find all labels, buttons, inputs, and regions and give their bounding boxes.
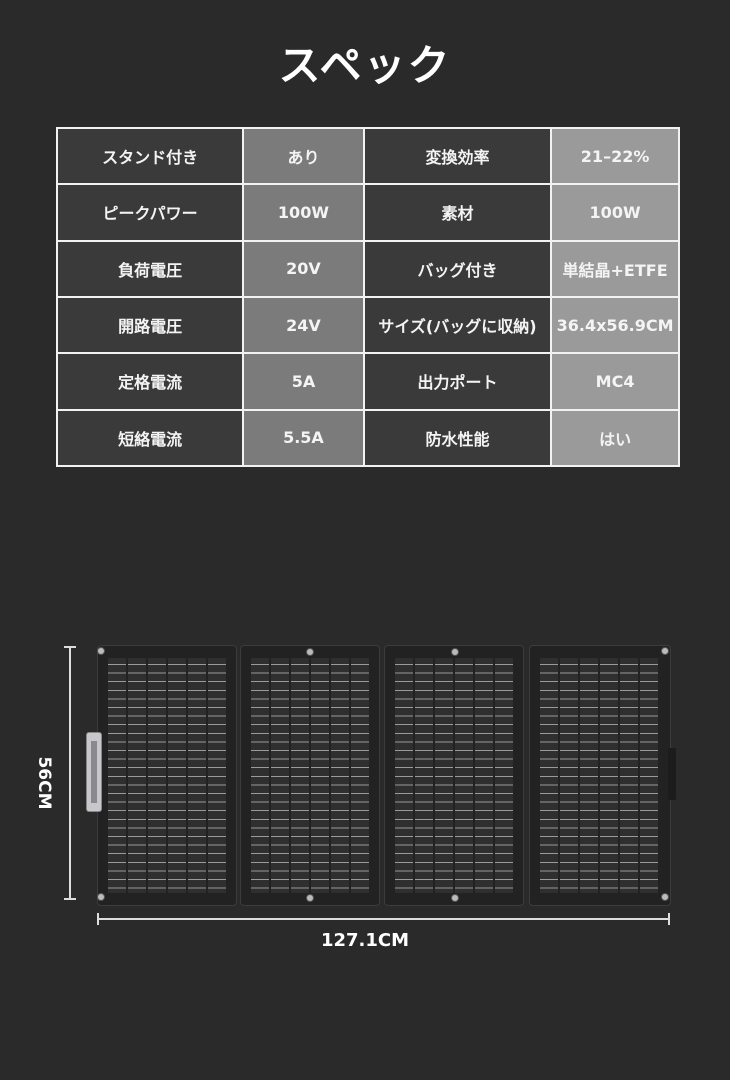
spec-label: サイズ(バッグに収納) [362, 295, 553, 355]
height-dimension-label: 56CM [34, 756, 54, 810]
spec-label: ピークパワー [55, 183, 245, 242]
solar-cells [251, 658, 369, 893]
spec-value: MC4 [550, 352, 680, 411]
bolt-icon [306, 648, 314, 656]
bolt-icon [451, 894, 459, 902]
bolt-icon [661, 647, 669, 655]
spec-row: 負荷電圧 20V バッグ付き 単結晶+ETFE [55, 239, 680, 298]
spec-row: スタンド付き あり 変換効率 21–22% [55, 126, 680, 186]
height-dimension-line [64, 646, 76, 900]
page-title: スペック [278, 41, 452, 90]
spec-value: 100W [550, 183, 680, 242]
spec-label: 開路電圧 [55, 295, 245, 355]
spec-label: バッグ付き [362, 239, 553, 298]
spec-row: 開路電圧 24V サイズ(バッグに収納) 36.4x56.9CM [55, 295, 680, 355]
spec-value: はい [550, 408, 680, 468]
spec-label: 素材 [362, 183, 553, 242]
solar-cells [540, 658, 660, 893]
panel-tab [668, 748, 676, 800]
width-dimension-line [97, 913, 670, 925]
spec-row: ピークパワー 100W 素材 100W [55, 183, 680, 242]
spec-label: 負荷電圧 [55, 239, 245, 298]
spec-value: 20V [242, 239, 365, 298]
spec-row: 短絡電流 5.5A 防水性能 はい [55, 408, 680, 468]
spec-value: あり [242, 126, 365, 186]
solar-panel-section [240, 645, 380, 906]
spec-value: 5.5A [242, 408, 365, 468]
spec-label: 防水性能 [362, 408, 553, 468]
spec-label: スタンド付き [55, 126, 245, 186]
bolt-icon [97, 647, 105, 655]
spec-label: 出力ポート [362, 352, 553, 411]
spec-value: 21–22% [550, 126, 680, 186]
solar-panel-section [97, 645, 237, 906]
spec-value: 5A [242, 352, 365, 411]
spec-value: 単結晶+ETFE [550, 239, 680, 298]
spec-label: 定格電流 [55, 352, 245, 411]
bolt-icon [97, 893, 105, 901]
solar-panel-section [529, 645, 671, 906]
width-dimension-label: 127.1CM [320, 930, 410, 951]
spec-value: 24V [242, 295, 365, 355]
handle-icon [86, 732, 102, 812]
solar-cells [108, 658, 226, 893]
solar-panel-section [384, 645, 524, 906]
solar-cells [395, 658, 513, 893]
spec-value: 36.4x56.9CM [550, 295, 680, 355]
spec-row: 定格電流 5A 出力ポート MC4 [55, 352, 680, 411]
spec-value: 100W [242, 183, 365, 242]
bolt-icon [451, 648, 459, 656]
bolt-icon [306, 894, 314, 902]
spec-label: 変換効率 [362, 126, 553, 186]
spec-table: スタンド付き あり 変換効率 21–22% ピークパワー 100W 素材 100W 負荷電圧 20… [55, 126, 680, 468]
spec-label: 短絡電流 [55, 408, 245, 468]
bolt-icon [661, 893, 669, 901]
